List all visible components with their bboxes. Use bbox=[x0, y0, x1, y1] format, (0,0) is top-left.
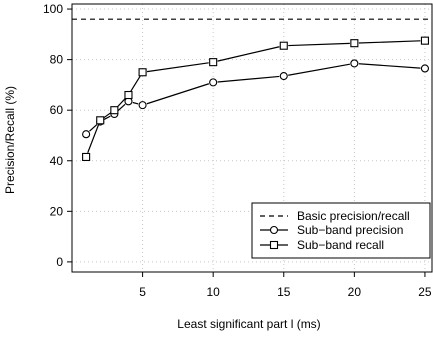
y-axis-title: Precision/Recall (%) bbox=[3, 86, 17, 194]
precision-point bbox=[279, 72, 288, 81]
recall-line-segment bbox=[130, 75, 141, 92]
precision-point bbox=[350, 59, 359, 68]
recall-point bbox=[82, 152, 91, 162]
precision-point bbox=[138, 101, 147, 110]
precision-line-segment bbox=[217, 75, 280, 83]
recall-point bbox=[110, 106, 119, 115]
recall-point bbox=[124, 90, 133, 100]
x-tick-label: 15 bbox=[277, 285, 291, 299]
legend-precision-label: Sub−band precision bbox=[297, 223, 403, 237]
legend-recall-label: Sub−band recall bbox=[297, 238, 384, 252]
axes: 0 20 40 60 80 100 5 10 15 20 25 bbox=[43, 2, 433, 299]
legend-precision-marker bbox=[269, 225, 279, 235]
y-tick-label: 20 bbox=[50, 204, 64, 218]
precision-line-segment bbox=[358, 63, 421, 69]
legend-recall-marker bbox=[269, 240, 279, 250]
recall-point bbox=[350, 39, 359, 48]
plot-area bbox=[72, 18, 432, 162]
y-tick-label: 40 bbox=[50, 154, 64, 168]
x-tick-label: 25 bbox=[418, 285, 432, 299]
recall-point bbox=[209, 58, 218, 67]
y-tick-label: 60 bbox=[50, 103, 64, 117]
legend: Basic precision/recall Sub−band precisio… bbox=[251, 202, 431, 259]
recall-line-segment bbox=[103, 112, 112, 119]
x-axis-title: Least significant part l (ms) bbox=[177, 317, 320, 331]
precision-line-segment bbox=[288, 63, 351, 76]
y-tick-label: 80 bbox=[50, 53, 64, 67]
precision-point bbox=[420, 64, 429, 73]
precision-line-segment bbox=[132, 101, 139, 105]
recall-line-segment bbox=[146, 62, 209, 73]
precision-point bbox=[82, 130, 91, 139]
recall-point bbox=[138, 68, 147, 77]
precision-line-segment bbox=[103, 115, 111, 120]
x-tick-label: 5 bbox=[139, 285, 146, 299]
x-tick-label: 10 bbox=[206, 285, 220, 299]
recall-point bbox=[420, 36, 429, 45]
recall-line-segment bbox=[288, 42, 350, 47]
recall-point bbox=[279, 41, 288, 50]
recall-line-segment bbox=[358, 40, 421, 44]
recall-line-segment bbox=[217, 46, 280, 62]
plot-frame bbox=[71, 3, 433, 273]
precision-line-segment bbox=[117, 103, 126, 112]
precision-line-segment bbox=[146, 83, 210, 105]
precision-point bbox=[209, 78, 218, 87]
precision-line-segment bbox=[89, 124, 98, 132]
recall-line-segment bbox=[116, 97, 126, 108]
y-tick-label: 0 bbox=[56, 255, 63, 269]
recall-point bbox=[96, 116, 105, 125]
legend-baseline-label: Basic precision/recall bbox=[297, 209, 410, 223]
y-tick-label: 100 bbox=[43, 2, 63, 16]
x-tick-label: 20 bbox=[348, 285, 362, 299]
recall-line-segment bbox=[87, 124, 100, 153]
